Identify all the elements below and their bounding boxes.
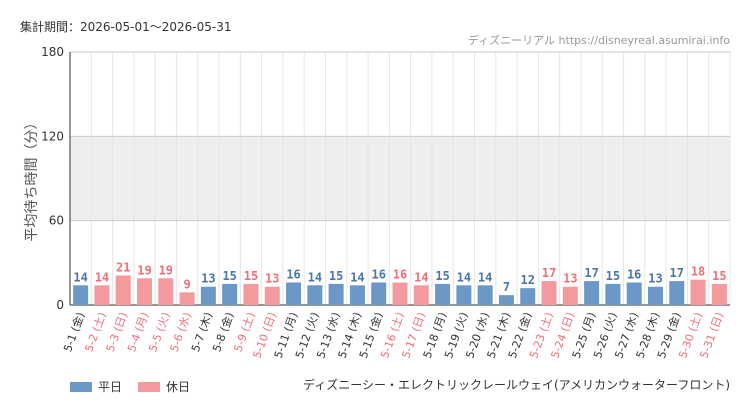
bar — [73, 285, 89, 305]
bar-value-label: 13 — [563, 272, 577, 286]
bar — [541, 281, 557, 305]
bar-value-label: 7 — [503, 280, 510, 294]
bar — [690, 279, 706, 305]
bar — [371, 282, 387, 305]
y-tick-label: 0 — [56, 298, 64, 312]
bar-value-label: 18 — [691, 265, 705, 279]
bar-value-label: 14 — [414, 270, 428, 284]
legend-weekday-swatch — [70, 381, 92, 392]
bar-value-label: 15 — [329, 269, 343, 283]
bar — [264, 286, 280, 305]
bar-value-label: 14 — [457, 270, 471, 284]
bar — [307, 285, 323, 305]
bar — [477, 285, 493, 305]
bar — [584, 281, 600, 305]
bar — [200, 286, 216, 305]
bar-value-label: 16 — [371, 268, 385, 282]
attraction-caption: ディズニーシー・エレクトリックレールウェイ(アメリカンウォーターフロント) — [303, 378, 730, 392]
bar-value-label: 21 — [116, 260, 130, 274]
bar-value-label: 15 — [435, 269, 449, 283]
bar — [562, 286, 578, 305]
bar-value-label: 14 — [73, 270, 87, 284]
bar — [456, 285, 472, 305]
bar — [711, 283, 727, 305]
legend: 平日 休日 — [70, 378, 206, 395]
bar — [413, 285, 429, 305]
y-tick-label: 60 — [49, 214, 64, 228]
bar-value-label: 14 — [308, 270, 322, 284]
bar-value-label: 15 — [606, 269, 620, 283]
bar — [605, 283, 621, 305]
bar-value-label: 15 — [244, 269, 258, 283]
bar-value-label: 16 — [627, 268, 641, 282]
bar — [349, 285, 365, 305]
bar-value-label: 16 — [286, 268, 300, 282]
bar — [328, 283, 344, 305]
bar-value-label: 13 — [201, 272, 215, 286]
y-axis-title: 平均待ち時間（分） — [24, 116, 40, 242]
y-tick-label: 120 — [41, 129, 64, 143]
y-tick-label: 180 — [41, 45, 64, 59]
bar-value-label: 14 — [95, 270, 109, 284]
shaded-band — [70, 136, 730, 221]
bar — [137, 278, 153, 305]
legend-weekday-label: 平日 — [98, 380, 123, 394]
period-label: 集計期間：2026-05-01～2026-05-31 — [20, 20, 232, 34]
bar — [243, 283, 259, 305]
bar-value-label: 15 — [712, 269, 726, 283]
bar — [435, 283, 451, 305]
bar-value-label: 17 — [584, 266, 598, 280]
bar-value-label: 14 — [478, 270, 492, 284]
bar-value-label: 17 — [670, 266, 684, 280]
bar — [222, 283, 238, 305]
bar-value-label: 19 — [137, 263, 151, 277]
bar — [158, 278, 174, 305]
legend-holiday-label: 休日 — [166, 380, 191, 394]
bar — [669, 281, 685, 305]
bar-value-label: 17 — [542, 266, 556, 280]
bar-value-label: 13 — [648, 272, 662, 286]
bar-value-label: 16 — [393, 268, 407, 282]
bar — [94, 285, 110, 305]
bar — [115, 275, 131, 305]
bar-value-label: 14 — [350, 270, 364, 284]
bar — [647, 286, 663, 305]
bar — [179, 292, 195, 305]
bar-value-label: 15 — [222, 269, 236, 283]
bar — [626, 282, 642, 305]
bar-value-label: 12 — [521, 273, 535, 287]
bar-value-label: 19 — [159, 263, 173, 277]
bar-value-label: 13 — [265, 272, 279, 286]
bar — [520, 288, 536, 305]
bar — [286, 282, 302, 305]
bar-value-label: 9 — [183, 277, 190, 291]
bar — [498, 295, 514, 305]
legend-holiday-swatch — [138, 381, 161, 392]
brand-label: ディズニーリアル https://disneyreal.asumirai.inf… — [467, 34, 730, 47]
bar — [392, 282, 408, 305]
